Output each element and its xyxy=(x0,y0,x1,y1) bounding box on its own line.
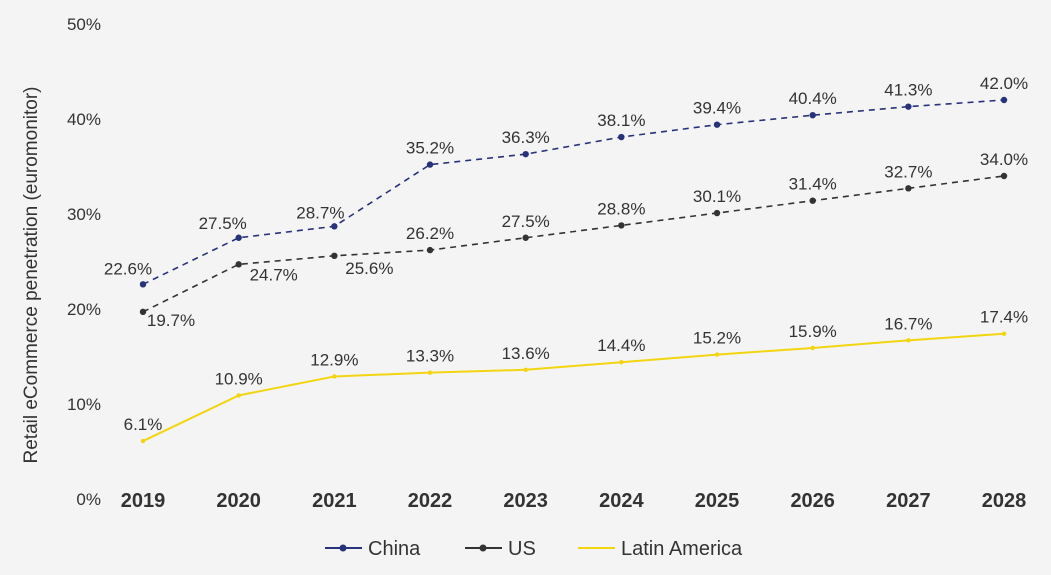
legend-marker xyxy=(339,544,347,552)
data-label: 42.0% xyxy=(980,74,1028,93)
data-point xyxy=(236,393,241,398)
data-point xyxy=(235,234,242,241)
y-axis-ticks: 0% 10% 20% 30% 40% 50% xyxy=(67,15,101,509)
data-point xyxy=(1001,331,1007,336)
data-point xyxy=(1000,96,1008,104)
data-label: 12.9% xyxy=(310,350,358,369)
data-label: 25.6% xyxy=(345,259,393,278)
data-label: 40.4% xyxy=(789,89,837,108)
data-label: 30.1% xyxy=(693,187,741,206)
data-point xyxy=(714,352,720,357)
data-point xyxy=(809,112,816,119)
y-tick-label: 40% xyxy=(67,110,101,129)
data-label: 28.8% xyxy=(597,199,645,218)
legend-item-china: China xyxy=(325,538,421,560)
data-label: 36.3% xyxy=(502,128,550,147)
data-point xyxy=(810,345,815,351)
data-point xyxy=(235,261,242,268)
legend-label: China xyxy=(368,538,421,560)
data-point xyxy=(140,438,146,444)
data-point xyxy=(619,360,624,365)
data-point xyxy=(809,197,816,204)
legend-label: US xyxy=(508,538,536,560)
series-line xyxy=(142,332,1005,442)
data-label: 39.4% xyxy=(693,99,741,118)
data-point xyxy=(522,150,529,158)
series-us: 19.7% 24.7% 25.6% 26.2% 27.5% 28.8% 30.1% 31.4%… xyxy=(139,150,1028,330)
x-tick-label: 2027 xyxy=(886,490,931,512)
data-point xyxy=(713,121,721,128)
data-label: 13.3% xyxy=(406,347,454,366)
data-point xyxy=(523,367,528,372)
data-label: 32.7% xyxy=(884,162,932,181)
data-label: 34.0% xyxy=(980,150,1028,169)
y-axis-label: Retail eCommerce penetration (euromonito… xyxy=(21,87,42,464)
series-group: 22.6% 27.5% 28.7% 35.2% 36.3% 38.1% 39.4% 40.4%… xyxy=(104,74,1028,444)
x-tick-label: 2023 xyxy=(503,490,548,512)
data-label: 10.9% xyxy=(215,369,263,388)
data-label: 27.5% xyxy=(199,214,247,233)
data-label: 26.2% xyxy=(406,224,454,243)
data-label: 41.3% xyxy=(884,81,932,100)
y-tick-label: 50% xyxy=(67,15,101,34)
series-china: 22.6% 27.5% 28.7% 35.2% 36.3% 38.1% 39.4% 40.4%… xyxy=(104,74,1028,288)
legend-item-latin-america: Latin America xyxy=(578,538,743,560)
data-point xyxy=(426,246,434,254)
legend: China US Latin America xyxy=(325,538,743,560)
data-point xyxy=(713,209,721,217)
data-point xyxy=(906,338,911,343)
data-label: 38.1% xyxy=(597,111,645,130)
data-label: 22.6% xyxy=(104,259,152,278)
x-tick-label: 2021 xyxy=(312,490,357,512)
data-label: 15.9% xyxy=(789,322,837,341)
data-label: 17.4% xyxy=(980,308,1028,327)
y-tick-label: 0% xyxy=(76,490,101,509)
x-tick-label: 2024 xyxy=(599,490,644,512)
y-tick-label: 20% xyxy=(67,300,101,319)
data-point xyxy=(331,223,338,230)
data-label: 35.2% xyxy=(406,139,454,158)
data-label: 15.2% xyxy=(693,329,741,348)
data-point xyxy=(618,222,625,229)
x-tick-label: 2025 xyxy=(695,490,740,512)
x-axis-ticks: 2019 2020 2021 2022 2023 2024 2025 2026 2027 2028 xyxy=(121,490,1027,512)
data-label: 6.1% xyxy=(124,415,163,434)
data-point xyxy=(905,103,912,110)
data-label: 16.7% xyxy=(884,314,932,333)
data-label: 28.7% xyxy=(296,203,344,222)
y-tick-label: 10% xyxy=(67,395,101,414)
data-label: 24.7% xyxy=(250,265,298,284)
data-point xyxy=(427,370,433,375)
x-tick-label: 2022 xyxy=(408,490,453,512)
data-point xyxy=(139,308,147,316)
y-tick-label: 30% xyxy=(67,205,101,224)
series-line xyxy=(142,99,1005,286)
x-tick-label: 2028 xyxy=(982,490,1027,512)
legend-marker xyxy=(479,544,487,552)
data-point xyxy=(426,161,434,168)
data-label: 14.4% xyxy=(597,336,645,355)
legend-label: Latin America xyxy=(621,538,743,560)
data-point xyxy=(522,234,529,241)
x-tick-label: 2026 xyxy=(790,490,835,512)
data-point xyxy=(331,252,338,259)
x-tick-label: 2019 xyxy=(121,490,166,512)
data-point xyxy=(139,281,147,288)
data-point xyxy=(332,374,337,379)
data-point xyxy=(1000,172,1008,180)
x-tick-label: 2020 xyxy=(216,490,261,512)
data-label: 31.4% xyxy=(789,175,837,194)
legend-item-us: US xyxy=(465,538,536,560)
data-point xyxy=(618,133,625,141)
series-latin-america: 6.1% 10.9% 12.9% 13.3% 13.6% 14.4% 15.2% 15.9% 1… xyxy=(124,308,1028,444)
data-label: 19.7% xyxy=(147,311,195,330)
data-point xyxy=(905,185,912,192)
data-label: 27.5% xyxy=(502,212,550,231)
series-line xyxy=(142,175,1005,313)
data-label: 13.6% xyxy=(502,344,550,363)
